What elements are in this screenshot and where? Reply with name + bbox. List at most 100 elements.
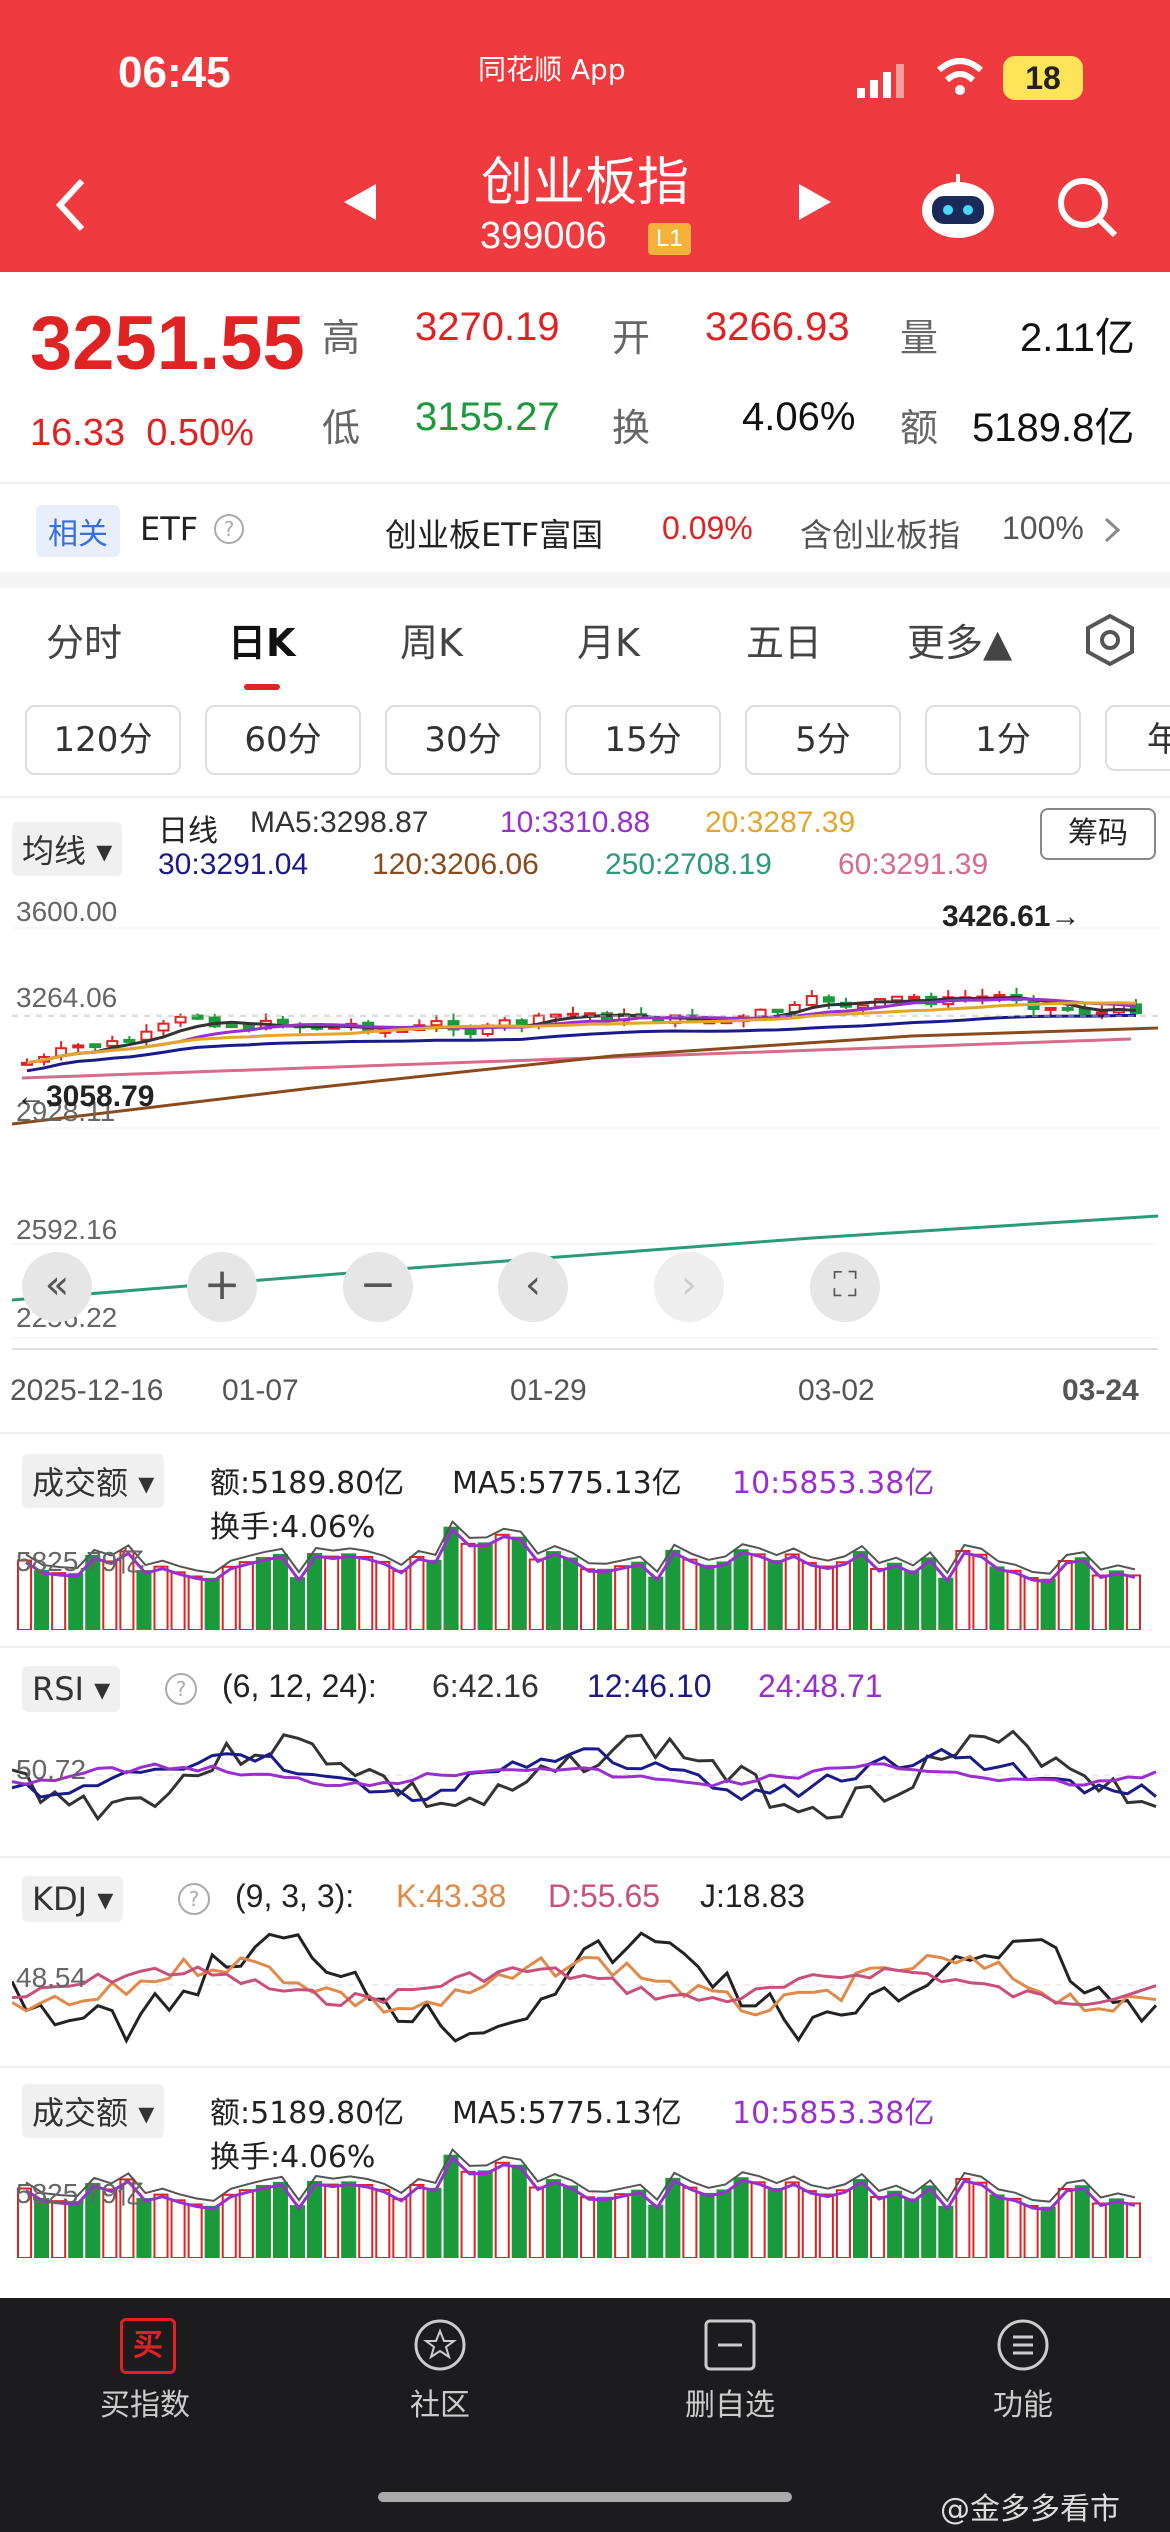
tab-monthly-k[interactable]: 月K xyxy=(577,621,640,665)
volume-bar xyxy=(972,1553,988,1630)
volume-bar xyxy=(580,1568,596,1630)
back-arrow-icon[interactable] xyxy=(50,175,90,235)
interval-60min[interactable]: 60分 xyxy=(205,705,361,775)
rsi-chart[interactable] xyxy=(12,1710,1158,1840)
volume-bar xyxy=(835,2189,851,2258)
volume-bar xyxy=(477,1542,493,1630)
candle-body xyxy=(89,1043,102,1049)
search-icon[interactable] xyxy=(1055,175,1119,239)
volume-bar xyxy=(682,1558,698,1630)
volume-bar xyxy=(511,2164,527,2258)
prev-index-icon[interactable] xyxy=(340,180,380,224)
interval-30min[interactable]: 30分 xyxy=(385,705,541,775)
interval-5min[interactable]: 5分 xyxy=(745,705,901,775)
kdj-help-icon[interactable]: ? xyxy=(175,1880,213,1918)
community-icon[interactable] xyxy=(410,2315,470,2375)
etf-fund-name[interactable]: 创业板ETF富国 xyxy=(385,516,604,554)
volume-bar xyxy=(631,1561,647,1630)
rsi24-line xyxy=(12,1762,1157,1788)
y-tick-3: 2928.11 xyxy=(16,1096,116,1127)
zoom-in-icon[interactable]: + xyxy=(187,1252,257,1322)
candle-body xyxy=(566,1012,579,1017)
nav-remove-watchlist[interactable]: 删自选 xyxy=(685,2388,775,2423)
rsi-label: RSI xyxy=(32,1670,84,1708)
interval-year[interactable]: 年 xyxy=(1105,705,1170,771)
volume-bar xyxy=(665,1549,681,1630)
volume-chart[interactable] xyxy=(12,1500,1158,1630)
volume-indicator-label: 成交额 xyxy=(32,1464,129,1502)
volume-bar xyxy=(375,1560,391,1630)
next-index-icon[interactable] xyxy=(795,180,835,224)
volume2-indicator-selector[interactable]: 成交额 ▾ xyxy=(22,2084,165,2138)
settings-hexagon-icon[interactable] xyxy=(1082,612,1138,668)
scroll-right-icon[interactable]: › xyxy=(654,1252,724,1322)
tab-weekly-k[interactable]: 周K xyxy=(400,621,463,665)
nav-functions[interactable]: 功能 xyxy=(993,2388,1053,2423)
help-icon[interactable]: ? xyxy=(212,512,246,546)
tab-five-day[interactable]: 五日 xyxy=(746,621,823,665)
volume-bar xyxy=(1023,1577,1039,1630)
volume-bar xyxy=(1125,1574,1142,1630)
robot-assistant-icon[interactable] xyxy=(918,170,998,240)
volume-bar xyxy=(648,1576,664,1630)
date-tick-3: 01-29 xyxy=(510,1374,587,1407)
kdj-chart[interactable] xyxy=(12,1920,1158,2050)
volume-bar xyxy=(887,1562,903,1630)
tab-more[interactable]: 更多▲ xyxy=(907,621,1013,665)
tab-daily-k[interactable]: 日K xyxy=(228,621,296,665)
ma-selector[interactable]: 均线 ▾ xyxy=(12,822,123,876)
ma250-line xyxy=(12,1214,1158,1302)
kdj-label: KDJ xyxy=(32,1880,88,1918)
ma10-line xyxy=(26,997,1137,1065)
ma5-value: MA5:3298.87 xyxy=(250,806,429,839)
zoom-out-icon[interactable]: − xyxy=(343,1252,413,1322)
chip-button[interactable]: 筹码 xyxy=(1040,808,1156,860)
interval-1min[interactable]: 1分 xyxy=(925,705,1081,775)
candle-body xyxy=(908,995,921,1000)
rsi-selector[interactable]: RSI ▾ xyxy=(22,1666,121,1712)
scroll-left-icon[interactable]: ‹ xyxy=(498,1252,568,1322)
period-low-label: ←3058.79 xyxy=(16,1080,155,1113)
volume2-chart[interactable] xyxy=(12,2128,1158,2258)
volume-level: 5825.79亿 xyxy=(16,1546,146,1577)
high-label: 高 xyxy=(322,316,361,360)
volume-bar xyxy=(921,1557,937,1630)
price-change: 16.33 0.50% xyxy=(30,412,254,455)
buy-icon[interactable]: 买 xyxy=(120,2318,176,2374)
tab-intraday[interactable]: 分时 xyxy=(46,621,123,665)
kline-chart[interactable] xyxy=(12,888,1158,1348)
collapse-left-icon[interactable]: « xyxy=(22,1252,92,1322)
candle-body xyxy=(464,1028,477,1035)
current-price: 3251.55 xyxy=(30,301,305,386)
kdj-j-line xyxy=(12,1931,1158,2045)
volume-bar xyxy=(562,1557,578,1630)
nav-buy-index[interactable]: 买指数 xyxy=(100,2388,190,2423)
volume-bar xyxy=(221,2193,237,2258)
volume-indicator-selector[interactable]: 成交额 ▾ xyxy=(22,1454,165,1508)
remove-watchlist-icon[interactable] xyxy=(700,2315,760,2375)
volume-bar xyxy=(904,1570,920,1630)
rsi6-line xyxy=(12,1729,1157,1822)
volume-ma10-line xyxy=(25,2155,1136,2212)
volume-ma10-line xyxy=(25,1527,1136,1584)
nav-community[interactable]: 社区 xyxy=(410,2388,470,2423)
volume-bar xyxy=(614,2193,630,2258)
volume-bar xyxy=(324,2183,340,2258)
interval-120min[interactable]: 120分 xyxy=(25,705,181,775)
fullscreen-icon[interactable]: ⛶ xyxy=(810,1252,880,1322)
ma-kind: 日线 xyxy=(158,814,218,849)
kdj-selector[interactable]: KDJ ▾ xyxy=(22,1876,124,1922)
chevron-right-icon[interactable] xyxy=(1100,515,1124,545)
ma10-value: 10:3310.88 xyxy=(500,806,651,839)
volume-bar xyxy=(341,1553,357,1630)
candle-body xyxy=(157,1022,170,1032)
volume-bar xyxy=(307,2181,323,2258)
interval-15min[interactable]: 15分 xyxy=(565,705,721,775)
volume-bar xyxy=(358,2184,374,2258)
volume-bar xyxy=(1040,1578,1056,1630)
ma250-value: 250:2708.19 xyxy=(605,848,772,881)
low-value: 3155.27 xyxy=(415,395,560,439)
function-menu-icon[interactable] xyxy=(993,2315,1053,2375)
candle-body xyxy=(1044,1006,1057,1011)
rsi-help-icon[interactable]: ? xyxy=(162,1670,200,1708)
